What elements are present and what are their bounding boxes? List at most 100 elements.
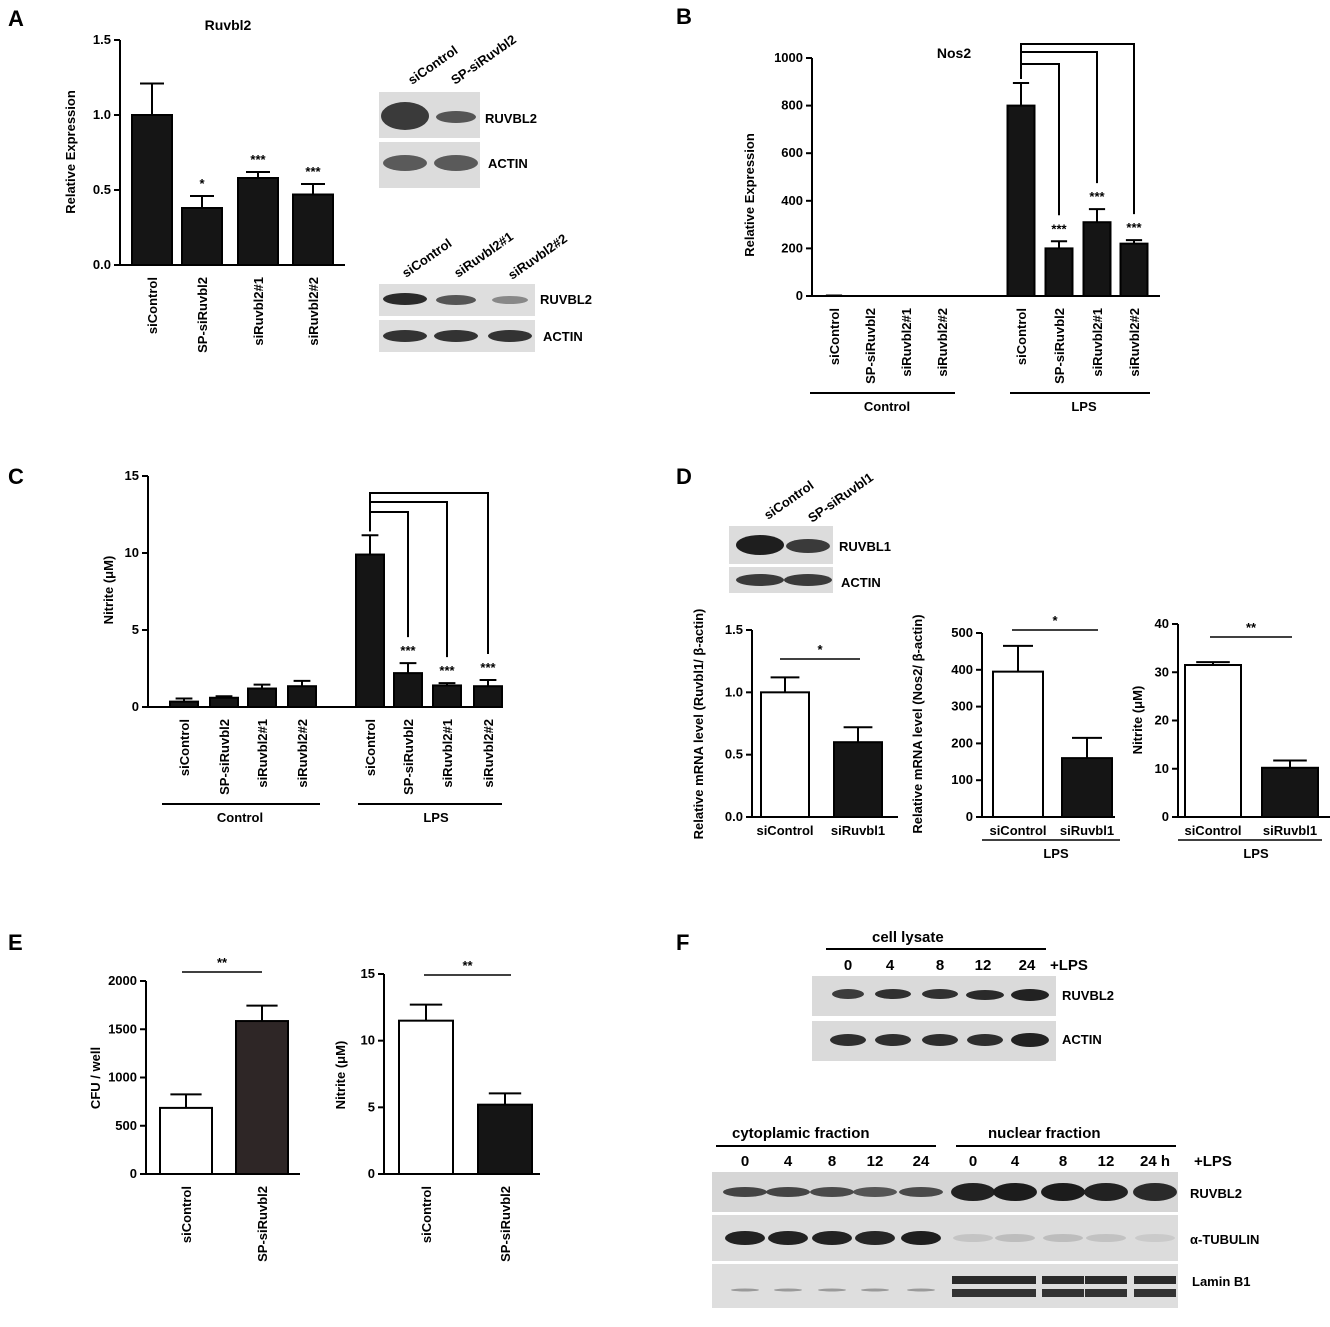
- category-label: siControl: [179, 1186, 194, 1243]
- y-tick-label: 0: [1162, 809, 1169, 824]
- group-label: Control: [217, 810, 263, 825]
- significance-mark: **: [462, 958, 473, 973]
- category-label: SP-siRuvbl2: [255, 1186, 270, 1262]
- lane-label: SP-siRuvbl1: [805, 470, 876, 526]
- y-axis-label: Relative Expression: [63, 90, 78, 214]
- blot-strip: [712, 1264, 1178, 1308]
- y-tick-label: 5: [368, 1099, 375, 1114]
- bar: [393, 672, 423, 708]
- chart-title: Ruvbl2: [205, 17, 252, 33]
- y-tick-label: 5: [132, 622, 139, 637]
- blot-band: [875, 989, 911, 999]
- y-tick-label: 10: [1155, 761, 1169, 776]
- comparison-bracket: [1020, 43, 1135, 215]
- blot-band: [818, 1288, 846, 1292]
- significance-mark: ***: [480, 660, 496, 675]
- time-label: 0: [969, 1153, 977, 1170]
- chart-d-ruvbl1-mrna: 0.0 0.5 1.0 1.5 Relative mRNA level (Ruvbl1/…: [691, 609, 898, 839]
- chart-c-nitrite: 0 5 10 15 Nitrite (μM) siControl SP-siRuvbl2 si…: [101, 468, 503, 825]
- y-tick-label: 1000: [108, 1070, 137, 1085]
- blot-band: [810, 1187, 854, 1197]
- category-label: SP-siRuvbl2: [217, 719, 232, 795]
- blot-band: [1134, 1289, 1176, 1297]
- category-label: siControl: [145, 277, 160, 334]
- bar: [181, 207, 223, 266]
- significance-mark: ***: [305, 164, 321, 179]
- time-label: 0: [844, 957, 852, 974]
- bar: [169, 700, 199, 708]
- bar: [1082, 221, 1112, 297]
- y-tick-label: 200: [781, 240, 803, 255]
- y-tick-label: 0: [368, 1166, 375, 1181]
- category-label: siControl: [419, 1186, 434, 1243]
- bar: [131, 114, 173, 266]
- blot-band: [922, 989, 958, 999]
- y-tick-label: 15: [361, 966, 375, 981]
- blot-band: [436, 111, 476, 123]
- category-label: siRuvbl2#2: [481, 719, 496, 788]
- blot-band: [786, 539, 830, 553]
- group-label: LPS: [1243, 846, 1269, 861]
- category-label: siRuvbl1: [831, 823, 885, 838]
- category-label: siRuvbl2#2: [295, 719, 310, 788]
- y-tick-label: 0.0: [93, 257, 111, 272]
- blot-band: [861, 1288, 889, 1292]
- bar: [1044, 247, 1074, 297]
- chart-b-nos2: 0 200 400 600 800 1000 Relative Expression Nos2…: [742, 43, 1160, 414]
- category-label: siRuvbl1: [1060, 823, 1114, 838]
- significance-mark: *: [1052, 613, 1058, 628]
- significance-mark: ***: [1126, 220, 1142, 235]
- significance-mark: ***: [1051, 221, 1067, 236]
- bar: [1061, 757, 1113, 818]
- bar: [237, 177, 279, 266]
- blot-band: [383, 155, 427, 171]
- blot-band: [766, 1187, 810, 1197]
- panel-label-f: F: [676, 930, 689, 955]
- blot-band: [875, 1034, 911, 1046]
- y-tick-label: 40: [1155, 616, 1169, 631]
- category-label: siRuvbl1: [1263, 823, 1317, 838]
- blot-row-label: α-TUBULIN: [1190, 1232, 1259, 1247]
- lane-label: siControl: [399, 235, 454, 280]
- bar: [1119, 242, 1149, 297]
- lps-label: +LPS: [1050, 957, 1088, 974]
- blot-band: [1134, 1276, 1176, 1284]
- time-label: 12: [1098, 1153, 1115, 1170]
- significance-mark: ***: [439, 663, 455, 678]
- y-axis-label: Relative Expression: [742, 133, 757, 257]
- bar: [1006, 104, 1036, 297]
- blot-band: [832, 989, 864, 999]
- category-label: siControl: [363, 719, 378, 776]
- blot-band: [1011, 989, 1049, 1001]
- bar: [355, 553, 385, 708]
- category-label: siRuvbl2#2: [1127, 308, 1142, 377]
- time-label: 0: [741, 1153, 749, 1170]
- time-label: 8: [936, 957, 944, 974]
- blot-row-label: RUVBL2: [540, 292, 592, 307]
- y-tick-label: 30: [1155, 664, 1169, 679]
- blot-band: [853, 1187, 897, 1197]
- bar: [473, 685, 503, 709]
- bar: [209, 696, 239, 709]
- blot-row-label: RUVBL2: [485, 111, 537, 126]
- lane-label: siRuvbl2#2: [505, 231, 570, 283]
- blot-band: [952, 1289, 994, 1297]
- blot-header: cell lysate: [872, 929, 944, 946]
- blot-band: [1133, 1183, 1177, 1201]
- blot-band: [1135, 1234, 1175, 1242]
- y-tick-label: 500: [951, 625, 973, 640]
- bar: [992, 670, 1044, 819]
- y-tick-label: 1.0: [93, 107, 111, 122]
- blot-band: [381, 102, 429, 130]
- bar: [477, 1103, 533, 1175]
- panel-label-b: B: [676, 4, 692, 29]
- y-axis-label: Nitrite (μM): [1130, 686, 1145, 755]
- blot-band: [952, 1276, 994, 1284]
- time-label: 8: [1059, 1153, 1067, 1170]
- blot-band: [994, 1276, 1036, 1284]
- blot-d: siControl SP-siRuvbl1 RUVBL1 ACTIN: [729, 470, 891, 593]
- category-label: siControl: [1184, 823, 1241, 838]
- blot-band: [1042, 1289, 1084, 1297]
- y-tick-label: 0: [130, 1166, 137, 1181]
